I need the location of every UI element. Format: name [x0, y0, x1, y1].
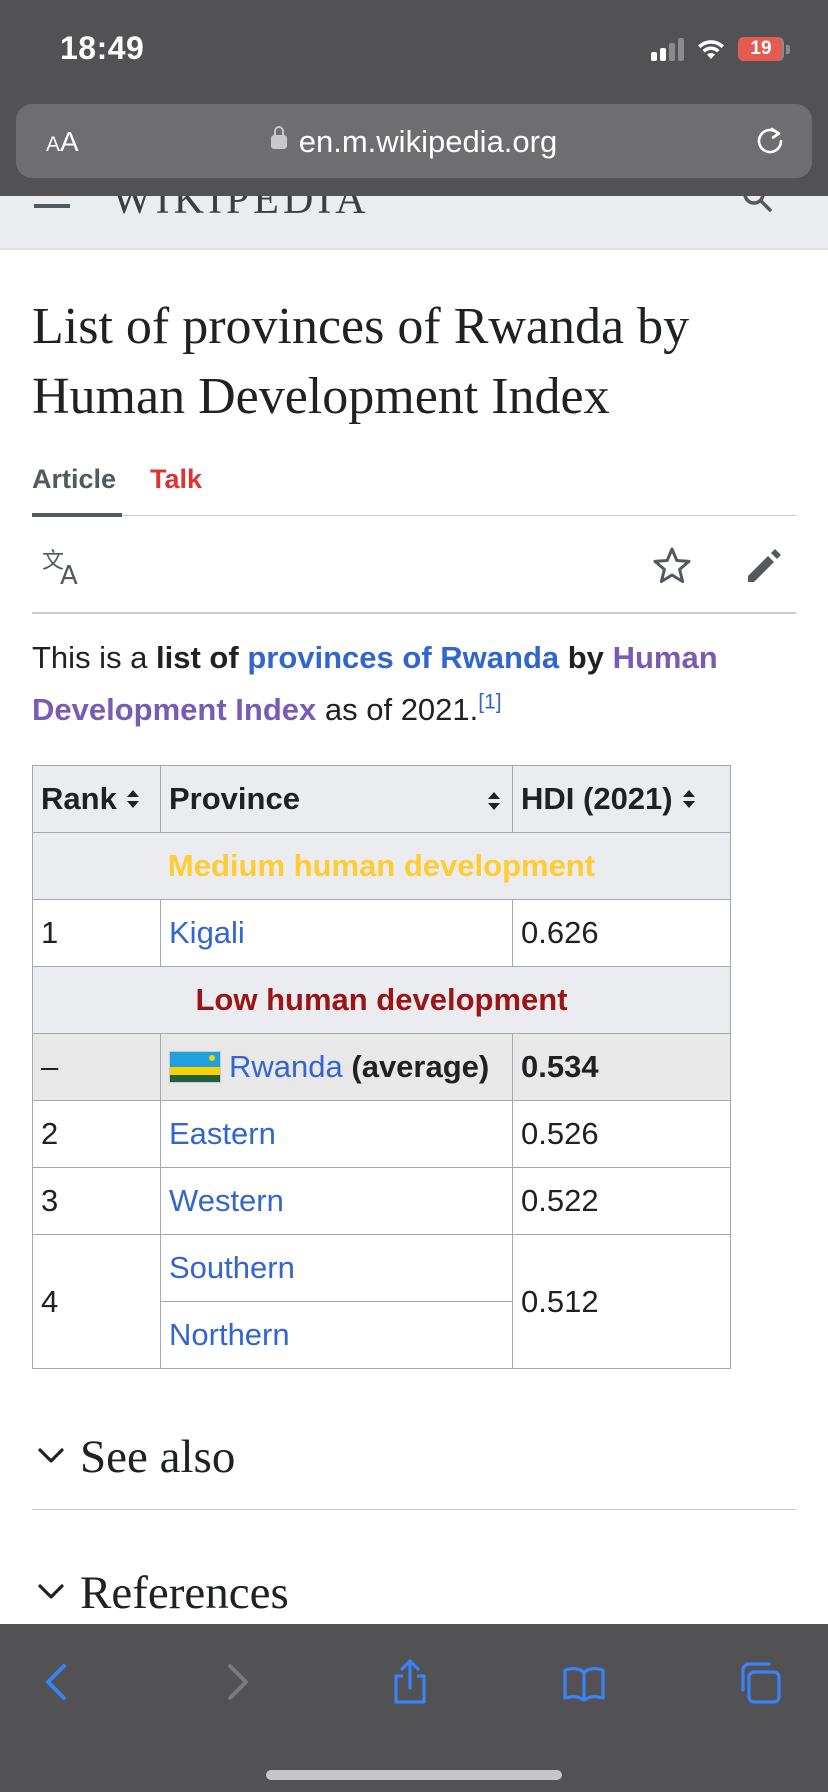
battery-cap: [786, 44, 790, 54]
rank-cell: 1: [32, 899, 161, 967]
rank-cell: 4: [32, 1234, 161, 1369]
province-cell: Kigali: [160, 899, 513, 967]
section-references[interactable]: References: [32, 1556, 796, 1626]
chevron-down-icon: [38, 1584, 64, 1599]
rank-cell: 3: [32, 1167, 161, 1235]
wikipedia-wordmark[interactable]: WIKIPEDIA: [112, 196, 370, 223]
group-row-low: Low human development: [32, 966, 731, 1034]
status-icons: 19: [651, 34, 790, 64]
menu-icon[interactable]: [34, 204, 70, 208]
page-title: List of provinces of Rwanda by Human Dev…: [32, 298, 690, 425]
province-cell: Western: [160, 1167, 513, 1235]
hdi-cell: 0.526: [512, 1100, 731, 1168]
section-title: References: [80, 1567, 289, 1619]
province-cell: Northern: [160, 1301, 513, 1369]
hdi-cell: 0.512: [512, 1234, 731, 1369]
column-header-hdi[interactable]: HDI (2021): [512, 765, 731, 833]
url-text: en.m.wikipedia.org: [298, 124, 558, 159]
address-bar[interactable]: AA en.m.wikipedia.org: [16, 104, 812, 178]
back-icon[interactable]: [36, 1658, 80, 1706]
hdi-cell: 0.534: [512, 1033, 731, 1101]
column-header-province[interactable]: Province: [160, 765, 513, 833]
intro-paragraph: This is a list of provinces of Rwanda by…: [32, 640, 718, 727]
tab-article[interactable]: Article: [32, 464, 122, 517]
province-link[interactable]: Kigali: [169, 915, 245, 950]
edit-icon[interactable]: [744, 546, 784, 586]
table-row: 4 Southern 0.512: [32, 1234, 731, 1369]
rank-cell: –: [32, 1033, 161, 1101]
table-row: 1 Kigali 0.626: [32, 899, 731, 967]
page-tabs: Article Talk: [32, 462, 796, 517]
column-header-rank[interactable]: Rank: [32, 765, 161, 833]
wifi-icon: [698, 40, 724, 59]
province-link[interactable]: Western: [169, 1183, 284, 1218]
link-human-development-index[interactable]: Human Development Index: [32, 640, 718, 727]
cellular-signal-icon: [651, 37, 684, 61]
browser-bottom-toolbar: [0, 1624, 828, 1792]
reload-icon[interactable]: [754, 124, 786, 156]
table-row: 2 Eastern 0.526: [32, 1100, 731, 1168]
province-cell: Southern: [160, 1234, 513, 1302]
chevron-down-icon: [38, 1448, 64, 1463]
link-provinces-of-rwanda[interactable]: provinces of Rwanda: [247, 640, 560, 675]
province-link[interactable]: Rwanda: [229, 1049, 343, 1084]
table-row: 3 Western 0.522: [32, 1167, 731, 1235]
star-icon[interactable]: [652, 546, 692, 586]
sort-icon[interactable]: [488, 792, 500, 810]
bookmarks-icon[interactable]: [562, 1658, 606, 1706]
rwanda-flag-icon: [169, 1050, 221, 1083]
page-actions-bar: 文 A: [32, 516, 796, 614]
language-icon[interactable]: 文 A: [42, 546, 86, 586]
province-link[interactable]: Eastern: [169, 1116, 276, 1151]
sort-icon[interactable]: [682, 789, 695, 808]
browser-top-bar: 18:49 19 AA en.m.wikipedia.org: [0, 0, 828, 196]
share-icon[interactable]: [388, 1658, 432, 1706]
hdi-cell: 0.522: [512, 1167, 731, 1235]
section-see-also[interactable]: See also: [32, 1420, 796, 1510]
battery-indicator: 19: [738, 37, 784, 61]
rank-cell: 2: [32, 1100, 161, 1168]
forward-icon[interactable]: [214, 1658, 258, 1706]
battery-percent: 19: [750, 38, 772, 59]
province-cell: Rwanda (average): [160, 1033, 513, 1101]
tabs-icon[interactable]: [738, 1658, 782, 1706]
province-cell: Eastern: [160, 1100, 513, 1168]
svg-text:A: A: [60, 561, 78, 586]
text-size-button[interactable]: AA: [46, 126, 79, 157]
hdi-cell: 0.626: [512, 899, 731, 967]
sort-icon[interactable]: [126, 789, 139, 808]
province-link[interactable]: Northern: [169, 1317, 290, 1352]
wiki-header: WIKIPEDIA: [0, 196, 828, 250]
section-title: See also: [80, 1431, 236, 1483]
table-row-average: – Rwanda (average) 0.534: [32, 1033, 731, 1101]
status-time: 18:49: [60, 30, 145, 66]
province-link[interactable]: Southern: [169, 1250, 295, 1285]
svg-text:文: 文: [42, 549, 64, 574]
group-label-medium: Medium human development: [32, 832, 731, 900]
group-label-low: Low human development: [32, 966, 731, 1034]
hdi-table: Rank Province HDI (2021) Medium human de…: [32, 765, 731, 1369]
lock-icon: [270, 125, 287, 149]
home-indicator: [266, 1770, 562, 1780]
reference-link[interactable]: [1]: [478, 690, 502, 714]
url-display[interactable]: en.m.wikipedia.org: [16, 124, 812, 160]
table-row: Northern: [33, 1301, 731, 1369]
group-row-medium: Medium human development: [32, 832, 731, 900]
average-label: (average): [351, 1049, 490, 1084]
search-icon[interactable]: [742, 196, 772, 212]
tab-talk[interactable]: Talk: [150, 464, 203, 494]
